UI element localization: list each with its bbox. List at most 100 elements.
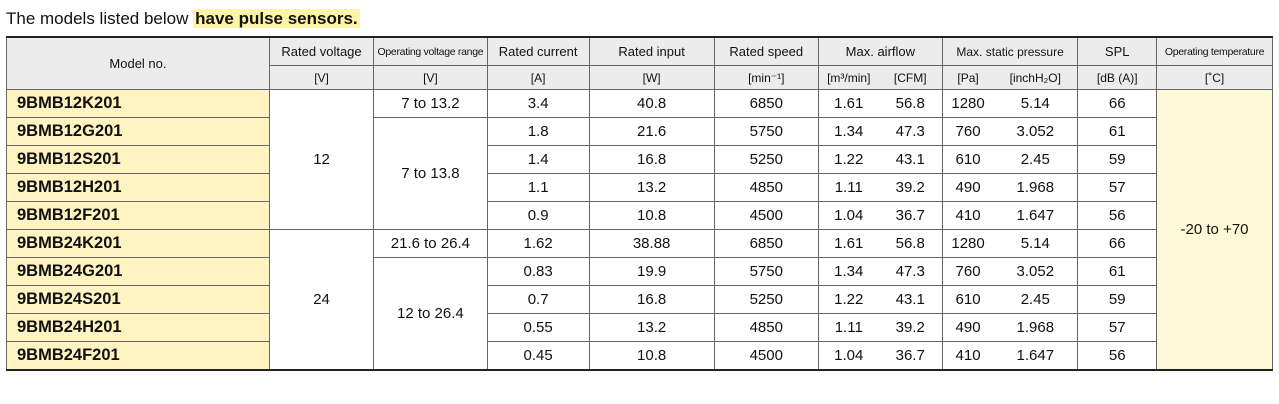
spl-cell: 56 [1077,341,1158,371]
input-cell: 10.8 [588,341,715,371]
model-cell: 9BMB24G201 [6,257,270,286]
unit-rated-input: [W] [588,65,715,90]
airflow-m3-cell: 1.61 [817,229,879,258]
current-cell: 0.9 [486,201,590,230]
unit-spl: [dB (A)] [1077,65,1158,90]
pressure-inch-cell: 3.052 [993,257,1079,286]
model-cell: 9BMB24F201 [6,341,270,371]
input-cell: 19.9 [588,257,715,286]
airflow-cfm-cell: 36.7 [878,341,943,371]
input-cell: 38.88 [588,229,715,258]
current-cell: 3.4 [486,89,590,118]
current-cell: 0.83 [486,257,590,286]
airflow-cfm-cell: 47.3 [878,257,943,286]
pressure-pa-cell: 1280 [941,89,994,118]
pressure-inch-cell: 5.14 [993,89,1079,118]
airflow-m3-cell: 1.04 [817,341,879,371]
table-row: 9BMB12K201 12 7 to 13.2 3.4 40.8 6850 1.… [6,89,1273,371]
spec-table: Model no. Rated voltage Operating voltag… [6,36,1273,371]
header-max-static-pressure: Max. static pressure [941,36,1079,66]
airflow-m3-cell: 1.11 [817,313,879,342]
unit-airflow-cfm: [CFM] [878,65,943,90]
pressure-pa-cell: 610 [941,285,994,314]
op-voltage-range-cell: 12 to 26.4 [373,257,488,371]
table-row: 9BMB24G201 12 to 26.4 0.83 19.9 5750 1.3… [6,257,1273,371]
input-cell: 16.8 [588,145,715,174]
spl-cell: 59 [1077,285,1158,314]
speed-cell: 5250 [713,145,819,174]
airflow-m3-cell: 1.11 [817,173,879,202]
table-caption: The models listed below have pulse senso… [6,8,360,30]
table-row: 9BMB12S201 1.4 16.8 5250 1.22 43.1 610 2… [6,145,1273,174]
airflow-cfm-cell: 36.7 [878,201,943,230]
op-voltage-range-cell: 7 to 13.2 [373,89,488,118]
speed-cell: 6850 [713,229,819,258]
rated-voltage-cell: 12 [268,89,375,230]
table-row: 9BMB12H201 1.1 13.2 4850 1.11 39.2 490 1… [6,173,1273,202]
pressure-inch-cell: 1.968 [993,313,1079,342]
header-spl: SPL [1077,36,1158,66]
speed-cell: 6850 [713,89,819,118]
header-rated-voltage: Rated voltage [268,36,375,66]
table-row: 9BMB24K201 24 21.6 to 26.4 1.62 38.88 68… [6,229,1273,371]
model-cell: 9BMB24K201 [6,229,270,258]
current-cell: 1.4 [486,145,590,174]
input-cell: 10.8 [588,201,715,230]
model-cell: 9BMB12S201 [6,145,270,174]
model-cell: 9BMB12H201 [6,173,270,202]
table-row: 9BMB24S201 0.7 16.8 5250 1.22 43.1 610 2… [6,285,1273,314]
table-row: 9BMB24F201 0.45 10.8 4500 1.04 36.7 410 … [6,341,1273,371]
pressure-pa-cell: 490 [941,313,994,342]
op-voltage-range-cell: 7 to 13.8 [373,117,488,230]
model-cell: 9BMB24S201 [6,285,270,314]
airflow-cfm-cell: 43.1 [878,285,943,314]
spl-cell: 57 [1077,313,1158,342]
header-max-airflow: Max. airflow [817,36,943,66]
current-cell: 0.7 [486,285,590,314]
op-voltage-range-cell: 21.6 to 26.4 [373,229,488,258]
spl-cell: 59 [1077,145,1158,174]
speed-cell: 5750 [713,117,819,146]
pressure-inch-cell: 2.45 [993,145,1079,174]
unit-pressure-pa: [Pa] [941,65,994,90]
model-cell: 9BMB12F201 [6,201,270,230]
model-cell: 9BMB12K201 [6,89,270,118]
pressure-inch-cell: 1.968 [993,173,1079,202]
current-cell: 0.55 [486,313,590,342]
unit-rated-current: [A] [486,65,590,90]
airflow-cfm-cell: 39.2 [878,313,943,342]
unit-op-temp: [˚C] [1156,65,1273,90]
unit-airflow-m3: [m³/min] [817,65,879,90]
pressure-pa-cell: 760 [941,257,994,286]
header-rated-current: Rated current [486,36,590,66]
caption-highlight: have pulse sensors. [193,9,360,28]
unit-pressure-inch: [inchH₂O] [993,65,1079,90]
header-op-voltage-range: Operating voltage range [373,36,488,66]
header-rated-input: Rated input [588,36,715,66]
airflow-m3-cell: 1.22 [817,145,879,174]
op-temp-cell: -20 to +70 [1156,89,1273,371]
unit-op-voltage-range: [V] [373,65,488,90]
speed-cell: 5250 [713,285,819,314]
current-cell: 1.62 [486,229,590,258]
input-cell: 13.2 [588,173,715,202]
table-row: 9BMB24H201 0.55 13.2 4850 1.11 39.2 490 … [6,313,1273,342]
header-model: Model no. [6,36,270,90]
spl-cell: 57 [1077,173,1158,202]
unit-rated-speed: [min⁻¹] [713,65,819,90]
current-cell: 0.45 [486,341,590,371]
pressure-pa-cell: 610 [941,145,994,174]
input-cell: 21.6 [588,117,715,146]
airflow-cfm-cell: 56.8 [878,89,943,118]
pressure-inch-cell: 1.647 [993,341,1079,371]
airflow-m3-cell: 1.04 [817,201,879,230]
input-cell: 13.2 [588,313,715,342]
airflow-m3-cell: 1.34 [817,257,879,286]
header-rated-speed: Rated speed [713,36,819,66]
table-row: 9BMB12G201 7 to 13.8 1.8 21.6 5750 1.34 … [6,117,1273,230]
speed-cell: 4500 [713,201,819,230]
rated-voltage-cell: 24 [268,229,375,371]
pressure-inch-cell: 5.14 [993,229,1079,258]
pressure-pa-cell: 490 [941,173,994,202]
speed-cell: 4850 [713,173,819,202]
